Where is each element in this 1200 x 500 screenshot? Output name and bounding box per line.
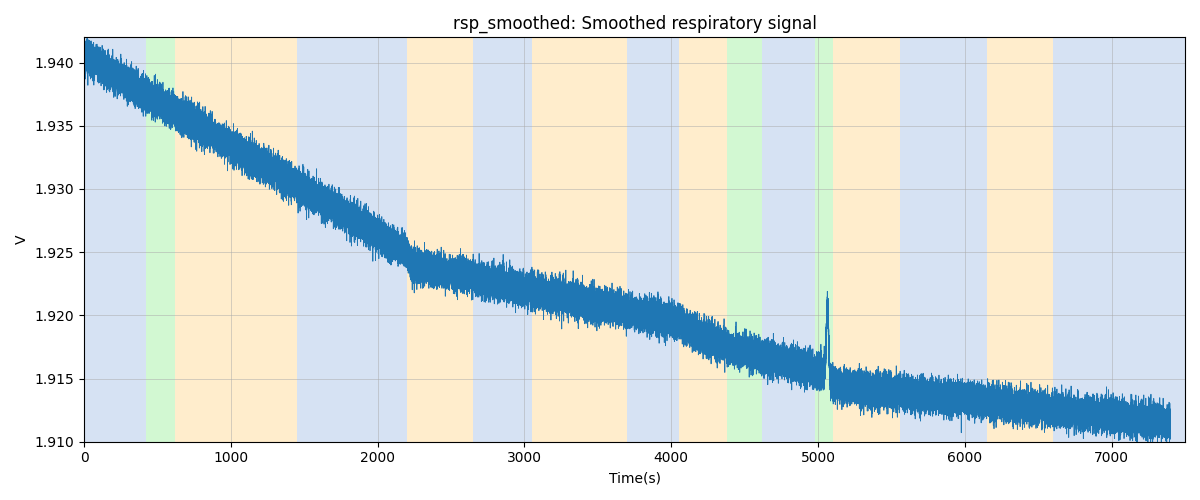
Bar — [815, 38, 833, 442]
Bar — [145, 38, 175, 442]
Bar — [175, 38, 296, 442]
Bar — [407, 38, 473, 442]
Bar — [532, 38, 628, 442]
Bar — [727, 38, 762, 442]
Bar — [473, 38, 532, 442]
Bar — [900, 38, 986, 442]
Y-axis label: V: V — [14, 235, 29, 244]
Bar — [678, 38, 727, 442]
Bar — [833, 38, 900, 442]
Bar — [628, 38, 678, 442]
Bar — [1052, 38, 1184, 442]
Bar — [84, 38, 145, 442]
Title: rsp_smoothed: Smoothed respiratory signal: rsp_smoothed: Smoothed respiratory signa… — [452, 15, 816, 34]
Bar — [762, 38, 815, 442]
Bar — [296, 38, 407, 442]
Bar — [986, 38, 1052, 442]
X-axis label: Time(s): Time(s) — [608, 471, 660, 485]
